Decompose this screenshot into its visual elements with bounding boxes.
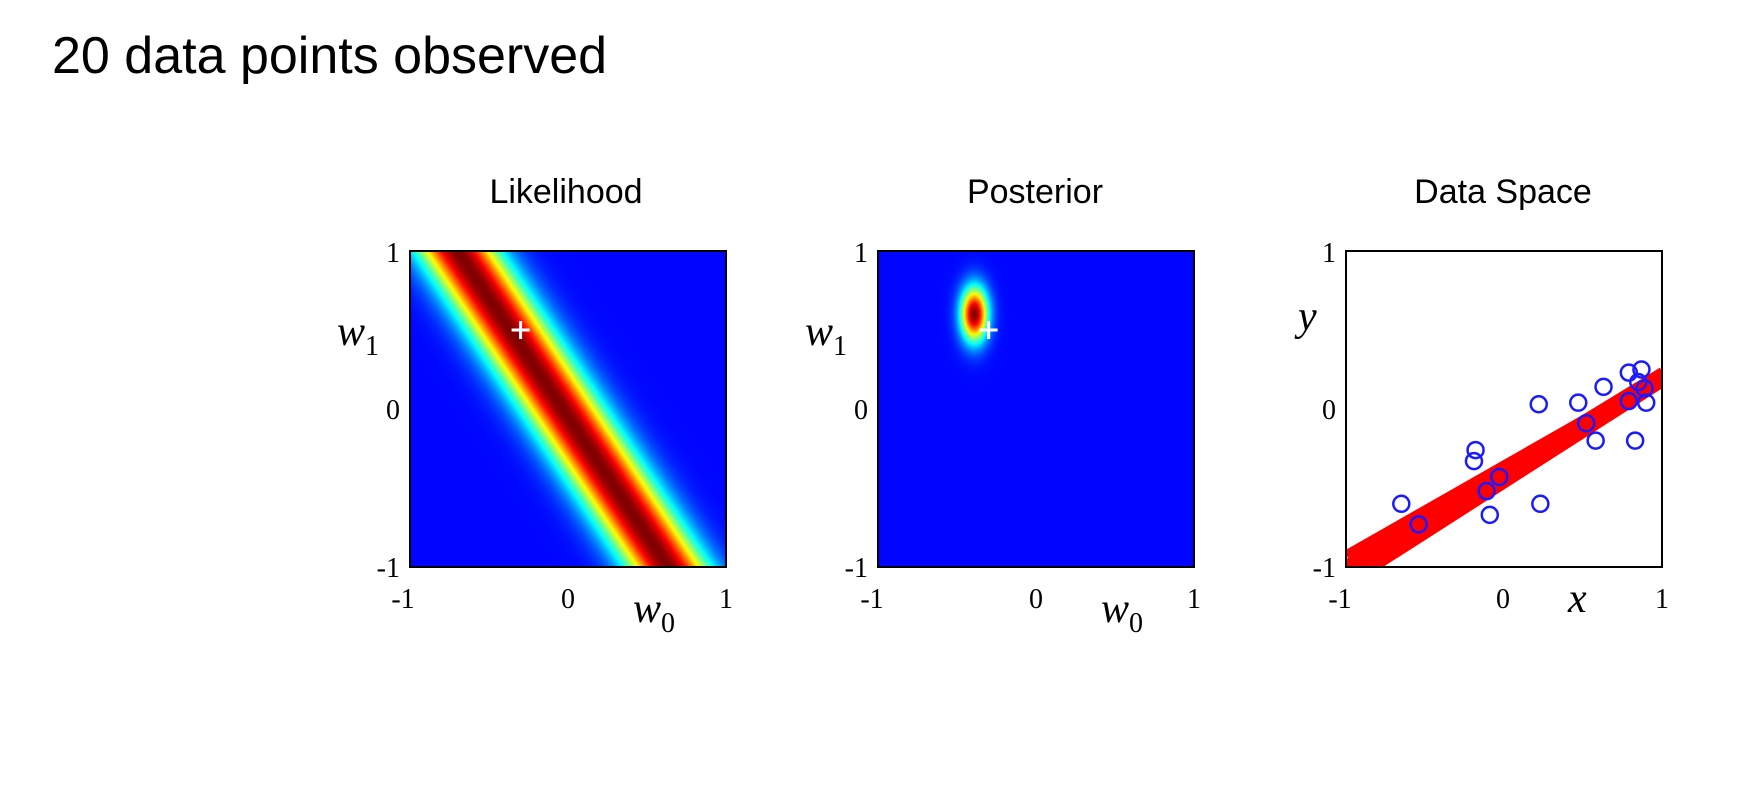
data-points [1392, 360, 1656, 534]
data-point-9 [1531, 494, 1550, 514]
data-point-17 [1629, 372, 1648, 392]
data-space-ytick-mid: 0 [1322, 395, 1336, 426]
sample-line-4 [1346, 367, 1662, 567]
data-space-ytick-top: 1 [1322, 238, 1336, 269]
likelihood-heatmap [410, 251, 726, 567]
posterior-true-weight-marker [979, 321, 998, 339]
likelihood-xtick-mid: 0 [561, 584, 575, 615]
data-point-11 [1576, 413, 1596, 433]
likelihood-panel: Likelihood 1 0 -1 -1 0 1 w1 w0 [337, 173, 733, 639]
likelihood-true-weight-marker [511, 321, 530, 339]
data-point-19 [1635, 379, 1654, 398]
posterior-xtick-right: 1 [1187, 584, 1201, 615]
data-space-ytick-bottom: -1 [1313, 553, 1336, 584]
data-space-frame [1345, 250, 1663, 568]
sample-line-5 [1346, 377, 1662, 567]
data-point-3 [1464, 451, 1484, 471]
data-point-20 [1636, 393, 1656, 412]
data-point-8 [1529, 395, 1549, 414]
posterior-heatmap [878, 251, 1194, 567]
data-point-14 [1619, 391, 1639, 411]
likelihood-title: Likelihood [489, 173, 642, 211]
data-space-xtick-mid: 0 [1496, 584, 1510, 615]
data-space-panel: Data Space 1 0 -1 -1 0 1 y x [1294, 173, 1669, 622]
posterior-title: Posterior [967, 173, 1103, 211]
posterior-frame [877, 250, 1195, 568]
data-space-xlabel: x [1567, 576, 1587, 622]
slide-title: 20 data points observed [52, 27, 608, 85]
posterior-ytick-top: 1 [854, 238, 868, 269]
data-space-xtick-left: -1 [1328, 584, 1351, 615]
data-space-xtick-right: 1 [1655, 584, 1669, 615]
data-point-15 [1619, 363, 1639, 382]
posterior-ytick-bottom: -1 [845, 553, 868, 584]
likelihood-xtick-right: 1 [719, 584, 733, 615]
likelihood-frame [409, 250, 727, 568]
data-point-10 [1569, 393, 1588, 412]
likelihood-ytick-mid: 0 [386, 395, 400, 426]
data-point-5 [1477, 481, 1496, 501]
posterior-xtick-mid: 0 [1029, 584, 1043, 615]
data-point-7 [1490, 467, 1509, 487]
posterior-xtick-left: -1 [860, 584, 883, 615]
likelihood-ytick-top: 1 [386, 238, 400, 269]
likelihood-xlabel: w0 [633, 586, 675, 639]
posterior-ylabel: w1 [805, 309, 847, 362]
data-space-ylabel: y [1294, 294, 1317, 340]
likelihood-ytick-bottom: -1 [377, 553, 400, 584]
data-point-18 [1632, 360, 1651, 379]
posterior-ytick-mid: 0 [854, 395, 868, 426]
data-point-1 [1392, 494, 1411, 514]
data-point-2 [1409, 515, 1428, 534]
posterior-xlabel: w0 [1101, 586, 1143, 639]
data-point-4 [1466, 440, 1485, 460]
likelihood-ylabel: w1 [337, 309, 379, 362]
data-point-13 [1594, 377, 1613, 397]
data-point-6 [1480, 505, 1500, 525]
likelihood-xtick-left: -1 [391, 584, 414, 615]
data-space-title: Data Space [1414, 173, 1592, 211]
sampled-lines [1346, 367, 1662, 567]
data-point-12 [1586, 431, 1605, 450]
data-point-16 [1625, 431, 1645, 450]
posterior-panel: Posterior 1 0 -1 -1 0 1 w1 w0 [805, 173, 1201, 639]
